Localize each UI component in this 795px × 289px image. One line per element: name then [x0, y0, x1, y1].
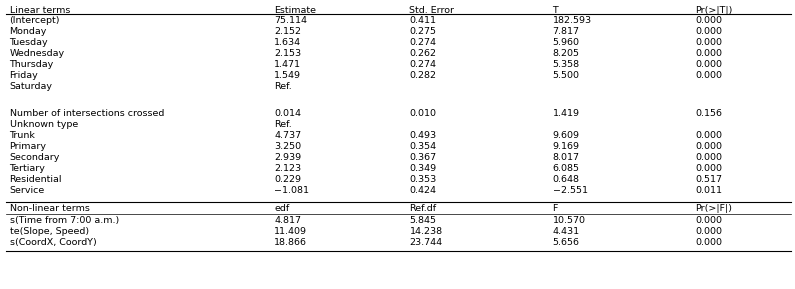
Text: Residential: Residential: [10, 175, 62, 184]
Text: 5.845: 5.845: [409, 216, 436, 225]
Text: 0.274: 0.274: [409, 38, 436, 47]
Text: Non-linear terms: Non-linear terms: [10, 204, 89, 213]
Text: 8.017: 8.017: [553, 153, 580, 162]
Text: 2.152: 2.152: [274, 27, 301, 36]
Text: 4.817: 4.817: [274, 216, 301, 225]
Text: 9.169: 9.169: [553, 142, 580, 151]
Text: Trunk: Trunk: [10, 131, 36, 140]
Text: 0.517: 0.517: [696, 175, 723, 184]
Text: 0.156: 0.156: [696, 109, 723, 118]
Text: 0.000: 0.000: [696, 153, 723, 162]
Text: 0.229: 0.229: [274, 175, 301, 184]
Text: 0.262: 0.262: [409, 49, 436, 58]
Text: 0.411: 0.411: [409, 16, 436, 25]
Text: 1.549: 1.549: [274, 71, 301, 80]
Text: Ref.: Ref.: [274, 120, 292, 129]
Text: 0.282: 0.282: [409, 71, 436, 80]
Text: 0.000: 0.000: [696, 216, 723, 225]
Text: Service: Service: [10, 186, 45, 195]
Text: 18.866: 18.866: [274, 238, 308, 247]
Text: 0.349: 0.349: [409, 164, 436, 173]
Text: Ref.df: Ref.df: [409, 204, 436, 213]
Text: Unknown type: Unknown type: [10, 120, 78, 129]
Text: Saturday: Saturday: [10, 82, 52, 91]
Text: 8.205: 8.205: [553, 49, 580, 58]
Text: 9.609: 9.609: [553, 131, 580, 140]
Text: s(Time from 7:00 a.m.): s(Time from 7:00 a.m.): [10, 216, 118, 225]
Text: 10.570: 10.570: [553, 216, 586, 225]
Text: 3.250: 3.250: [274, 142, 301, 151]
Text: 7.817: 7.817: [553, 27, 580, 36]
Text: Pr(>|T|): Pr(>|T|): [696, 6, 733, 15]
Text: Thursday: Thursday: [10, 60, 54, 69]
Text: 0.000: 0.000: [696, 131, 723, 140]
Text: Wednesday: Wednesday: [10, 49, 64, 58]
Text: Tuesday: Tuesday: [10, 38, 48, 47]
Text: 0.000: 0.000: [696, 71, 723, 80]
Text: Tertiary: Tertiary: [10, 164, 45, 173]
Text: 0.275: 0.275: [409, 27, 436, 36]
Text: 5.500: 5.500: [553, 71, 580, 80]
Text: 0.000: 0.000: [696, 38, 723, 47]
Text: F: F: [553, 204, 558, 213]
Text: 5.960: 5.960: [553, 38, 580, 47]
Text: Linear terms: Linear terms: [10, 6, 70, 15]
Text: 4.431: 4.431: [553, 227, 580, 236]
Text: 23.744: 23.744: [409, 238, 443, 247]
Text: 0.424: 0.424: [409, 186, 436, 195]
Text: 0.010: 0.010: [409, 109, 436, 118]
Text: te(Slope, Speed): te(Slope, Speed): [10, 227, 89, 236]
Text: 0.274: 0.274: [409, 60, 436, 69]
Text: −2.551: −2.551: [553, 186, 588, 195]
Text: edf: edf: [274, 204, 289, 213]
Text: Number of intersections crossed: Number of intersections crossed: [10, 109, 164, 118]
Text: Estimate: Estimate: [274, 6, 316, 15]
Text: 0.354: 0.354: [409, 142, 436, 151]
Text: 1.634: 1.634: [274, 38, 301, 47]
Text: 182.593: 182.593: [553, 16, 591, 25]
Text: 75.114: 75.114: [274, 16, 308, 25]
Text: 2.153: 2.153: [274, 49, 301, 58]
Text: 0.493: 0.493: [409, 131, 436, 140]
Text: 0.000: 0.000: [696, 227, 723, 236]
Text: 6.085: 6.085: [553, 164, 580, 173]
Text: Std. Error: Std. Error: [409, 6, 455, 15]
Text: 0.000: 0.000: [696, 238, 723, 247]
Text: Secondary: Secondary: [10, 153, 60, 162]
Text: 5.656: 5.656: [553, 238, 580, 247]
Text: 0.000: 0.000: [696, 142, 723, 151]
Text: 4.737: 4.737: [274, 131, 301, 140]
Text: 1.471: 1.471: [274, 60, 301, 69]
Text: Friday: Friday: [10, 71, 38, 80]
Text: s(CoordX, CoordY): s(CoordX, CoordY): [10, 238, 96, 247]
Text: 2.123: 2.123: [274, 164, 301, 173]
Text: 0.000: 0.000: [696, 27, 723, 36]
Text: 0.011: 0.011: [696, 186, 723, 195]
Text: Ref.: Ref.: [274, 82, 292, 91]
Text: Monday: Monday: [10, 27, 47, 36]
Text: Pr(>|F|): Pr(>|F|): [696, 204, 733, 213]
Text: 1.419: 1.419: [553, 109, 580, 118]
Text: 0.000: 0.000: [696, 16, 723, 25]
Text: 2.939: 2.939: [274, 153, 301, 162]
Text: 14.238: 14.238: [409, 227, 443, 236]
Text: 0.014: 0.014: [274, 109, 301, 118]
Text: 0.000: 0.000: [696, 164, 723, 173]
Text: 0.353: 0.353: [409, 175, 436, 184]
Text: 0.367: 0.367: [409, 153, 436, 162]
Text: (Intercept): (Intercept): [10, 16, 60, 25]
Text: 5.358: 5.358: [553, 60, 580, 69]
Text: 0.648: 0.648: [553, 175, 580, 184]
Text: T: T: [553, 6, 558, 15]
Text: 11.409: 11.409: [274, 227, 308, 236]
Text: −1.081: −1.081: [274, 186, 309, 195]
Text: 0.000: 0.000: [696, 60, 723, 69]
Text: 0.000: 0.000: [696, 49, 723, 58]
Text: Primary: Primary: [10, 142, 47, 151]
